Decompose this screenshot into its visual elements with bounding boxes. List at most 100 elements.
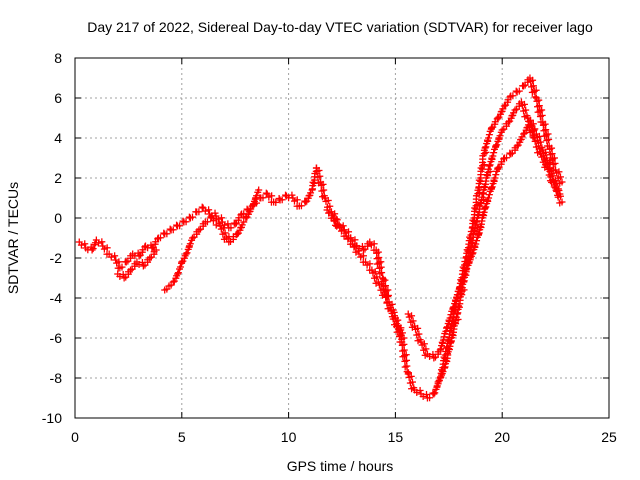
interp-point [185,242,193,250]
data-point [488,184,496,192]
interp-point [176,222,184,230]
interp-point [448,331,456,339]
interp-point [407,372,415,380]
interp-point [445,316,453,324]
interp-point [529,76,537,84]
interp-point [542,157,550,165]
interp-point [351,236,359,244]
interp-point [326,202,334,210]
interp-point [126,254,134,262]
y-tick-label: -2 [50,250,63,266]
interp-point [486,167,494,175]
y-tick-label: 2 [54,170,62,186]
interp-point [150,250,158,258]
data-point [400,334,408,342]
interp-point [509,92,517,100]
x-tick-label: 20 [494,429,510,445]
interp-point [378,269,386,277]
interp-point [440,333,448,341]
interp-point [268,192,276,200]
interp-point [163,230,171,238]
interp-point [118,263,126,271]
interp-point [415,330,423,338]
data-point [430,354,438,362]
interp-point [475,176,483,184]
interp-point [220,224,228,232]
data-point [366,238,374,246]
y-axis-label: SDTVAR / TECUs [5,182,21,294]
data-point [513,142,521,150]
data-point [492,142,500,150]
interp-point [482,203,490,211]
interp-point [423,390,431,398]
interp-point [246,207,254,215]
data-point [329,214,337,222]
interp-point [89,245,97,253]
interp-point [124,270,132,278]
interp-point [151,240,159,248]
interp-point [414,324,422,332]
interp-point [203,218,211,226]
interp-point [511,146,519,154]
data-point [511,106,519,114]
interp-point [545,135,553,143]
interp-point [103,244,111,252]
interp-point [217,214,225,222]
interp-point [522,106,530,114]
interp-point [175,265,183,273]
interp-point [517,135,525,143]
interp-point [252,194,260,202]
data-point [443,324,451,332]
interp-point [477,164,485,172]
interp-point [466,254,474,262]
data-point [556,190,564,198]
interp-point [91,241,99,249]
data-point [88,246,96,254]
interp-point [444,320,452,328]
interp-point [442,356,450,364]
interp-point [384,292,392,300]
interp-point [198,203,206,211]
interp-point [438,338,446,346]
data-point [336,224,344,232]
interp-point [488,183,496,191]
interp-point [359,252,367,260]
interp-point [461,270,469,278]
interp-point [438,370,446,378]
interp-point [473,223,481,231]
interp-point [144,258,152,266]
interp-point [262,189,270,197]
interp-point [479,152,487,160]
interp-point [224,220,232,228]
interp-point [315,166,323,174]
interp-point [111,252,119,260]
interp-point [434,350,442,358]
interp-point [530,126,538,134]
data-point [135,252,143,260]
data-point [289,194,297,202]
interp-point [490,176,498,184]
interp-point [546,164,554,172]
interp-point [340,226,348,234]
interp-point [529,82,537,90]
data-point [498,126,506,134]
data-point [127,266,135,274]
data-point [122,258,130,266]
data-point [520,82,528,90]
interp-point [542,148,550,156]
interp-point [398,329,406,337]
data-point [195,226,203,234]
interp-point [385,298,393,306]
interp-point [94,239,102,247]
interp-point [195,208,203,216]
y-tick-label: -6 [50,330,63,346]
interp-point [438,342,446,350]
interp-point [476,199,484,207]
data-point [182,250,190,258]
interp-point [221,229,229,237]
interp-point [485,191,493,199]
interp-point [201,207,209,215]
data-point [231,220,239,228]
data-point [120,274,128,282]
interp-point [493,141,501,149]
